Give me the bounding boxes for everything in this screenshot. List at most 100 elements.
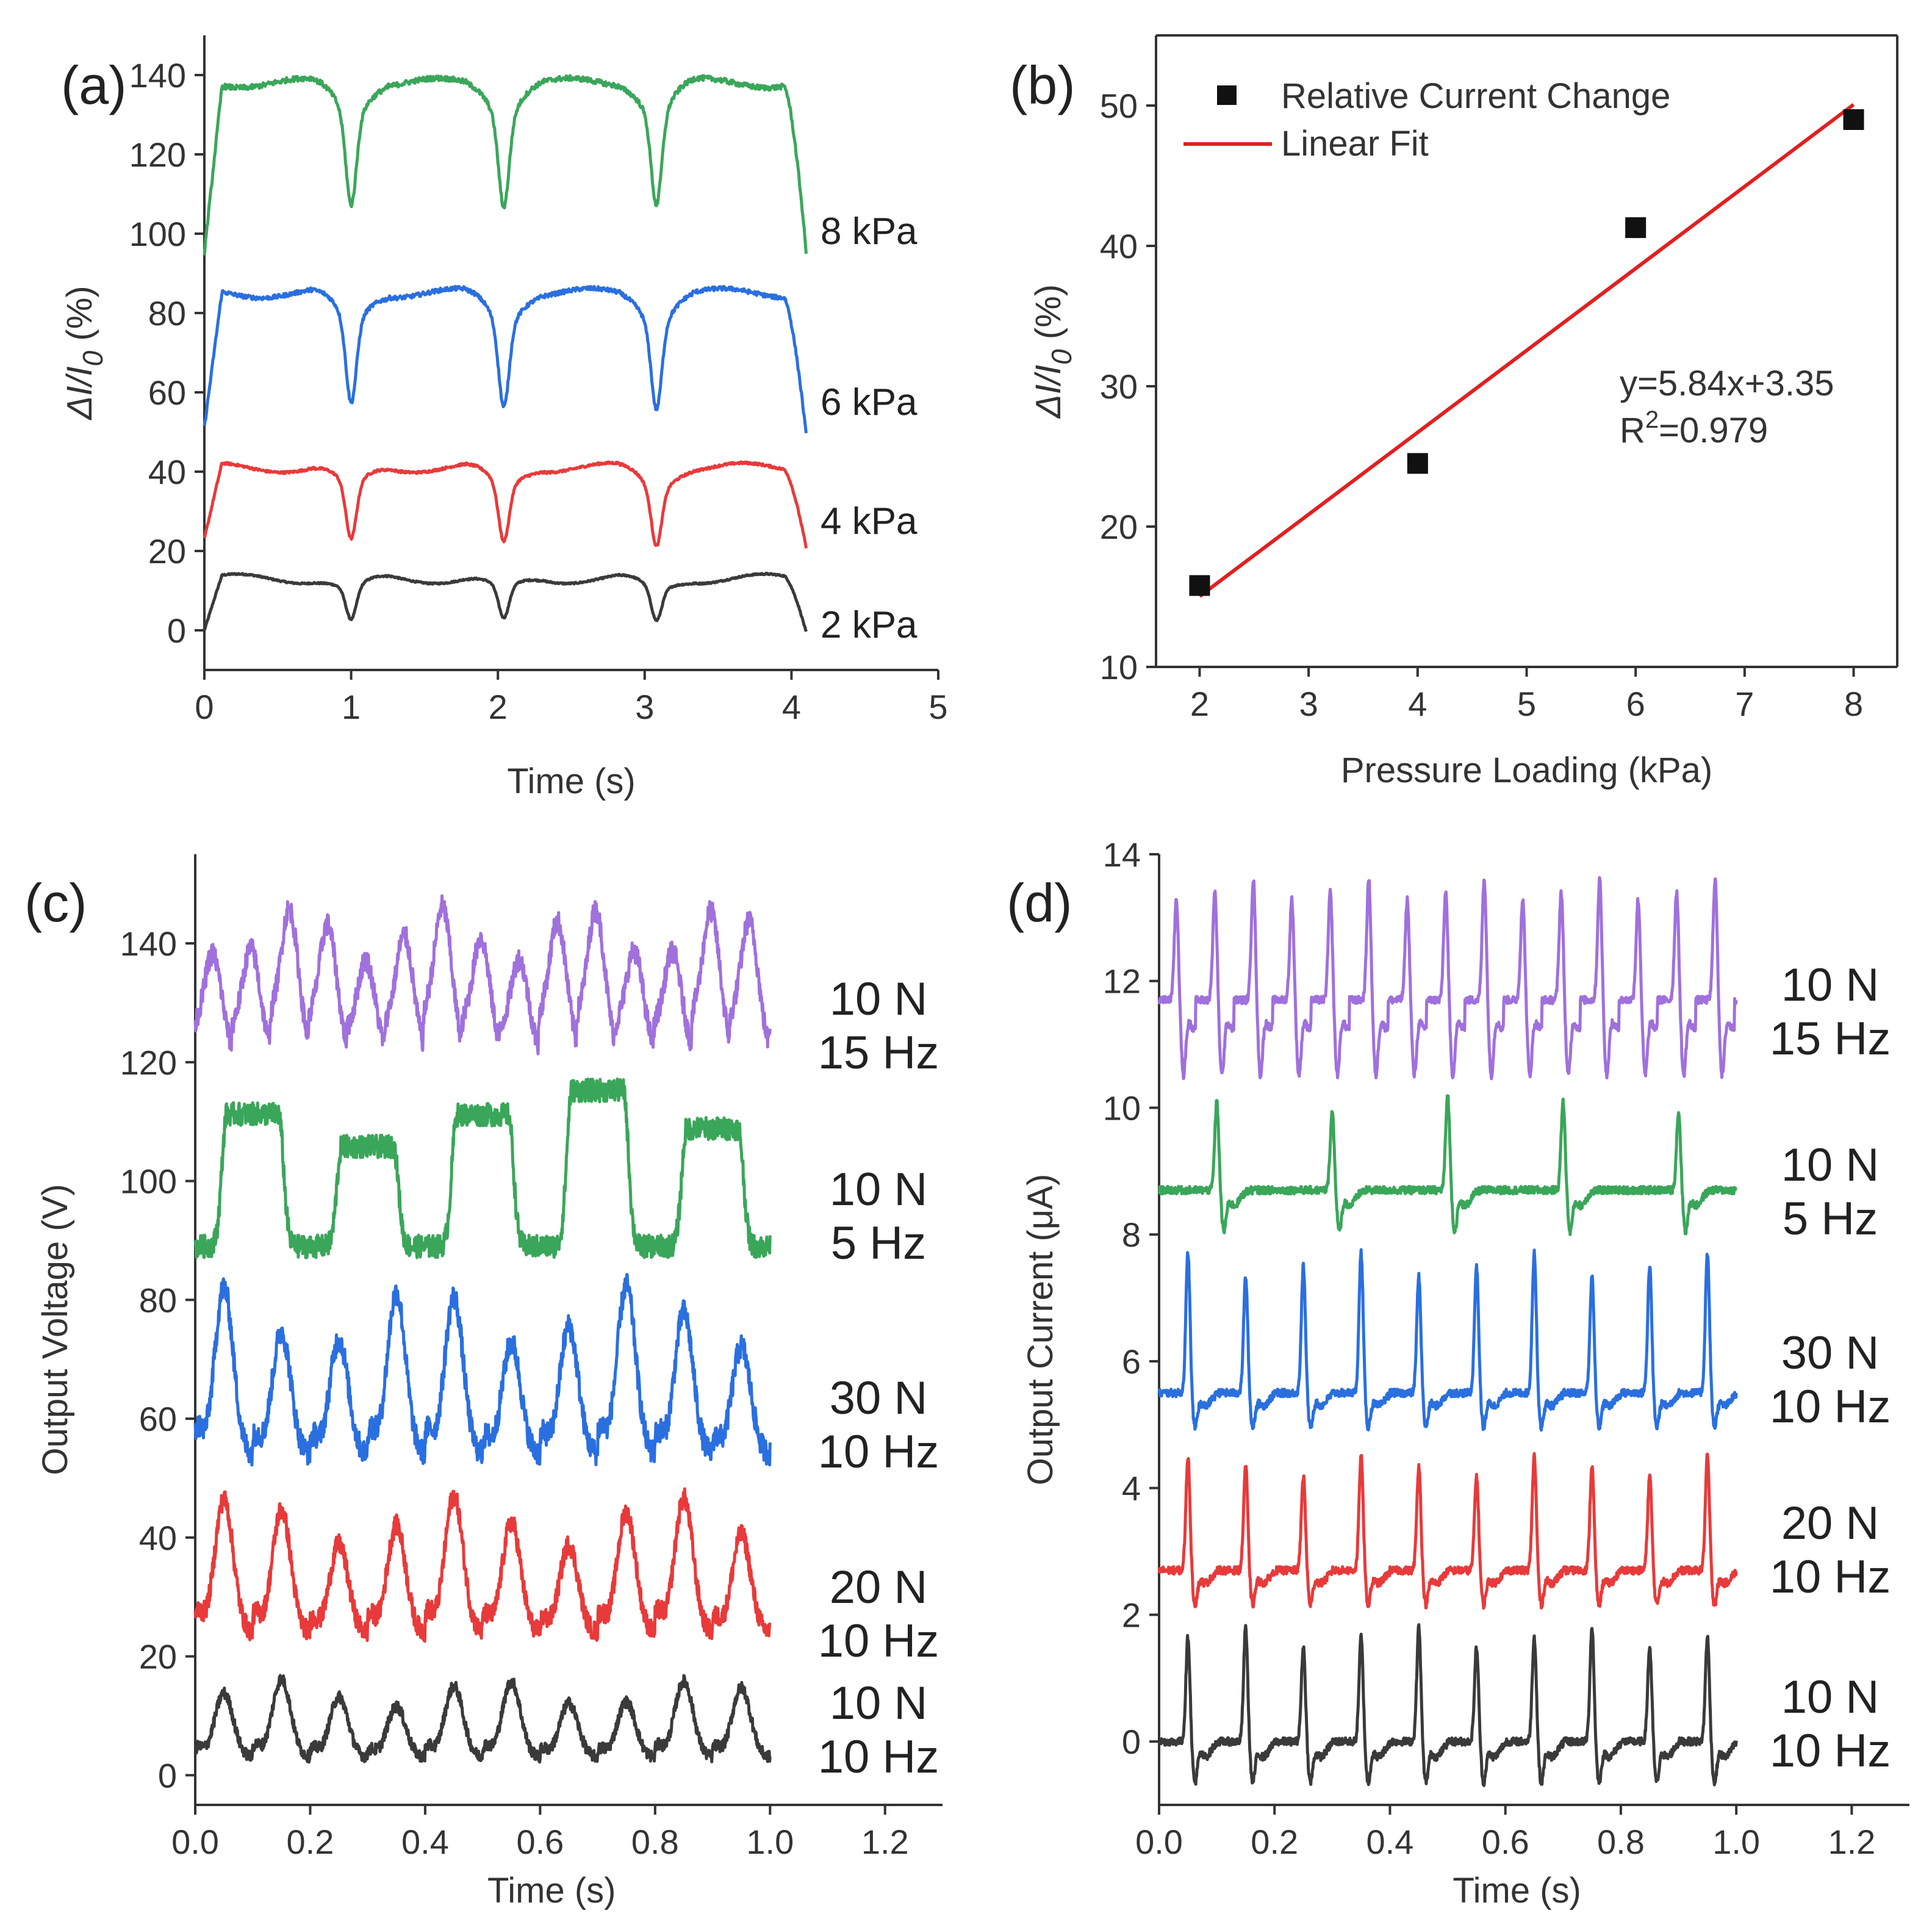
x-tick-label: 3 — [635, 688, 654, 726]
y-tick-label: 2 — [1122, 1596, 1141, 1634]
series-label-freq-0: 10 Hz — [818, 1731, 939, 1783]
fit-equation: y=5.84x+3.35 — [1620, 364, 1834, 403]
series-label-force-0: 10 N — [1781, 1671, 1880, 1723]
trace-4-kPa — [203, 460, 808, 549]
series-label-freq-4: 15 Hz — [818, 1027, 939, 1079]
series-label-freq-1: 10 Hz — [1770, 1551, 1891, 1603]
y-tick-label: 20 — [1100, 508, 1138, 546]
y-axis-label: Output Voltage (V) — [35, 1184, 75, 1475]
y-tick-label: 40 — [148, 453, 186, 491]
series-label-force-4: 10 N — [1781, 959, 1880, 1011]
trace-8-kPa — [203, 74, 808, 256]
y-tick-label: 10 — [1103, 1089, 1141, 1127]
data-point — [1843, 109, 1864, 130]
y-tick-label: 80 — [139, 1281, 177, 1319]
fit-line — [1198, 103, 1855, 598]
y-tick-label: 80 — [148, 294, 186, 333]
series-label-freq-2: 10 Hz — [1770, 1381, 1891, 1433]
trace-0 — [1157, 1623, 1738, 1787]
legend-label-fit: Linear Fit — [1281, 124, 1429, 164]
series-label-freq-3: 5 Hz — [831, 1217, 926, 1269]
x-tick-label: 0.4 — [1366, 1823, 1414, 1861]
series-label-freq-0: 10 Hz — [1770, 1725, 1891, 1777]
y-tick-label: 6 — [1122, 1342, 1141, 1381]
trace-2-kPa — [203, 572, 808, 632]
x-tick-label: 0.2 — [287, 1823, 334, 1861]
trace-2 — [1157, 1248, 1738, 1432]
series-label-force-2: 30 N — [830, 1372, 928, 1424]
x-tick-label: 5 — [928, 688, 947, 726]
y-axis-label: ΔI/I0 (%) — [60, 286, 109, 420]
y-tick-label: 40 — [139, 1519, 177, 1557]
x-tick-label: 0.8 — [1597, 1823, 1645, 1861]
y-tick-label: 60 — [139, 1400, 177, 1438]
y-tick-label: 20 — [139, 1638, 177, 1676]
y-tick-label: 120 — [129, 135, 186, 174]
x-tick-label: 0.8 — [631, 1823, 679, 1861]
trace-1 — [1157, 1452, 1738, 1610]
trace-6-kPa — [203, 284, 808, 434]
x-axis-label: Pressure Loading (kPa) — [1341, 751, 1712, 790]
x-axis-label: Time (s) — [507, 762, 635, 801]
x-tick-label: 4 — [782, 688, 801, 726]
x-tick-label: 0.6 — [516, 1823, 564, 1861]
y-tick-label: 140 — [120, 924, 177, 963]
data-point — [1189, 575, 1210, 596]
x-tick-label: 7 — [1735, 685, 1754, 723]
y-tick-label: 40 — [1100, 227, 1138, 265]
x-tick-label: 4 — [1408, 685, 1427, 723]
trace-3 — [193, 1077, 772, 1259]
x-tick-label: 8 — [1844, 685, 1863, 723]
y-tick-label: 60 — [148, 373, 186, 412]
x-tick-label: 0.4 — [401, 1823, 449, 1861]
series-label-2: 6 kPa — [821, 381, 918, 423]
y-tick-label: 14 — [1103, 835, 1141, 874]
trace-4 — [1157, 876, 1738, 1081]
x-tick-label: 5 — [1517, 685, 1536, 723]
trace-2 — [193, 1273, 772, 1467]
x-tick-label: 2 — [489, 688, 508, 726]
series-label-force-1: 20 N — [1781, 1497, 1880, 1549]
y-tick-label: 12 — [1103, 962, 1141, 1001]
x-tick-label: 0.0 — [171, 1823, 219, 1861]
y-tick-label: 0 — [167, 611, 186, 650]
y-tick-label: 20 — [148, 532, 186, 571]
y-tick-label: 8 — [1122, 1215, 1141, 1254]
trace-3 — [1157, 1094, 1737, 1236]
x-tick-label: 1.0 — [1712, 1823, 1760, 1861]
x-axis-label: Time (s) — [487, 1871, 616, 1910]
series-label-force-4: 10 N — [830, 973, 928, 1025]
x-tick-label: 1.2 — [861, 1823, 909, 1861]
x-tick-label: 1 — [342, 688, 361, 726]
y-tick-label: 10 — [1100, 648, 1138, 686]
series-label-force-0: 10 N — [830, 1677, 928, 1729]
series-label-freq-1: 10 Hz — [818, 1615, 939, 1667]
series-label-1: 4 kPa — [821, 500, 918, 542]
y-tick-label: 100 — [120, 1162, 177, 1201]
x-tick-label: 0 — [195, 688, 214, 726]
y-tick-label: 30 — [1100, 367, 1138, 406]
x-tick-label: 1.2 — [1828, 1823, 1875, 1861]
y-tick-label: 140 — [129, 56, 186, 95]
panel-label-a: (a) — [61, 55, 127, 115]
series-label-0: 2 kPa — [821, 604, 918, 646]
series-label-force-2: 30 N — [1781, 1327, 1880, 1379]
trace-4 — [193, 894, 772, 1056]
panel-label-c: (c) — [24, 873, 87, 933]
x-tick-label: 3 — [1299, 685, 1318, 723]
series-label-freq-3: 5 Hz — [1783, 1193, 1878, 1245]
data-point — [1407, 453, 1428, 474]
x-tick-label: 0.2 — [1251, 1823, 1298, 1861]
y-axis-label: Output Current (μA) — [1021, 1174, 1060, 1485]
x-tick-label: 6 — [1626, 685, 1645, 723]
y-tick-label: 120 — [120, 1043, 177, 1082]
y-tick-label: 4 — [1122, 1469, 1141, 1508]
panel-d: 0.0 0.2 0.4 0.6 0.8 1.0 1.2 0 2 4 6 8 10 12 14 (d) Time … — [1007, 835, 1909, 1910]
series-label-force-1: 20 N — [830, 1561, 928, 1613]
series-label-force-3: 10 N — [1781, 1139, 1880, 1191]
x-tick-label: 2 — [1190, 685, 1209, 723]
fit-r2: R2=0.979 — [1620, 406, 1768, 450]
x-tick-label: 0.6 — [1482, 1823, 1529, 1861]
panel-b: 2 3 4 5 6 7 8 10 20 30 40 50 (b) Pressure Loading (kP… — [1010, 34, 1898, 790]
